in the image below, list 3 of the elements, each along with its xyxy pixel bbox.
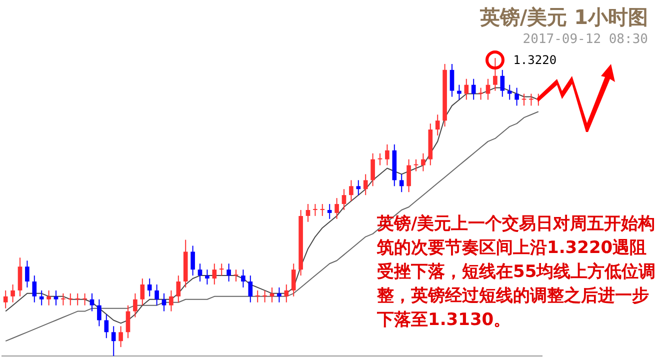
annotation: 1.3220 [513,53,557,68]
chart-title: 英镑/美元 1小时图 [480,4,648,31]
text: 2017-09-12 08:30 [522,32,648,47]
